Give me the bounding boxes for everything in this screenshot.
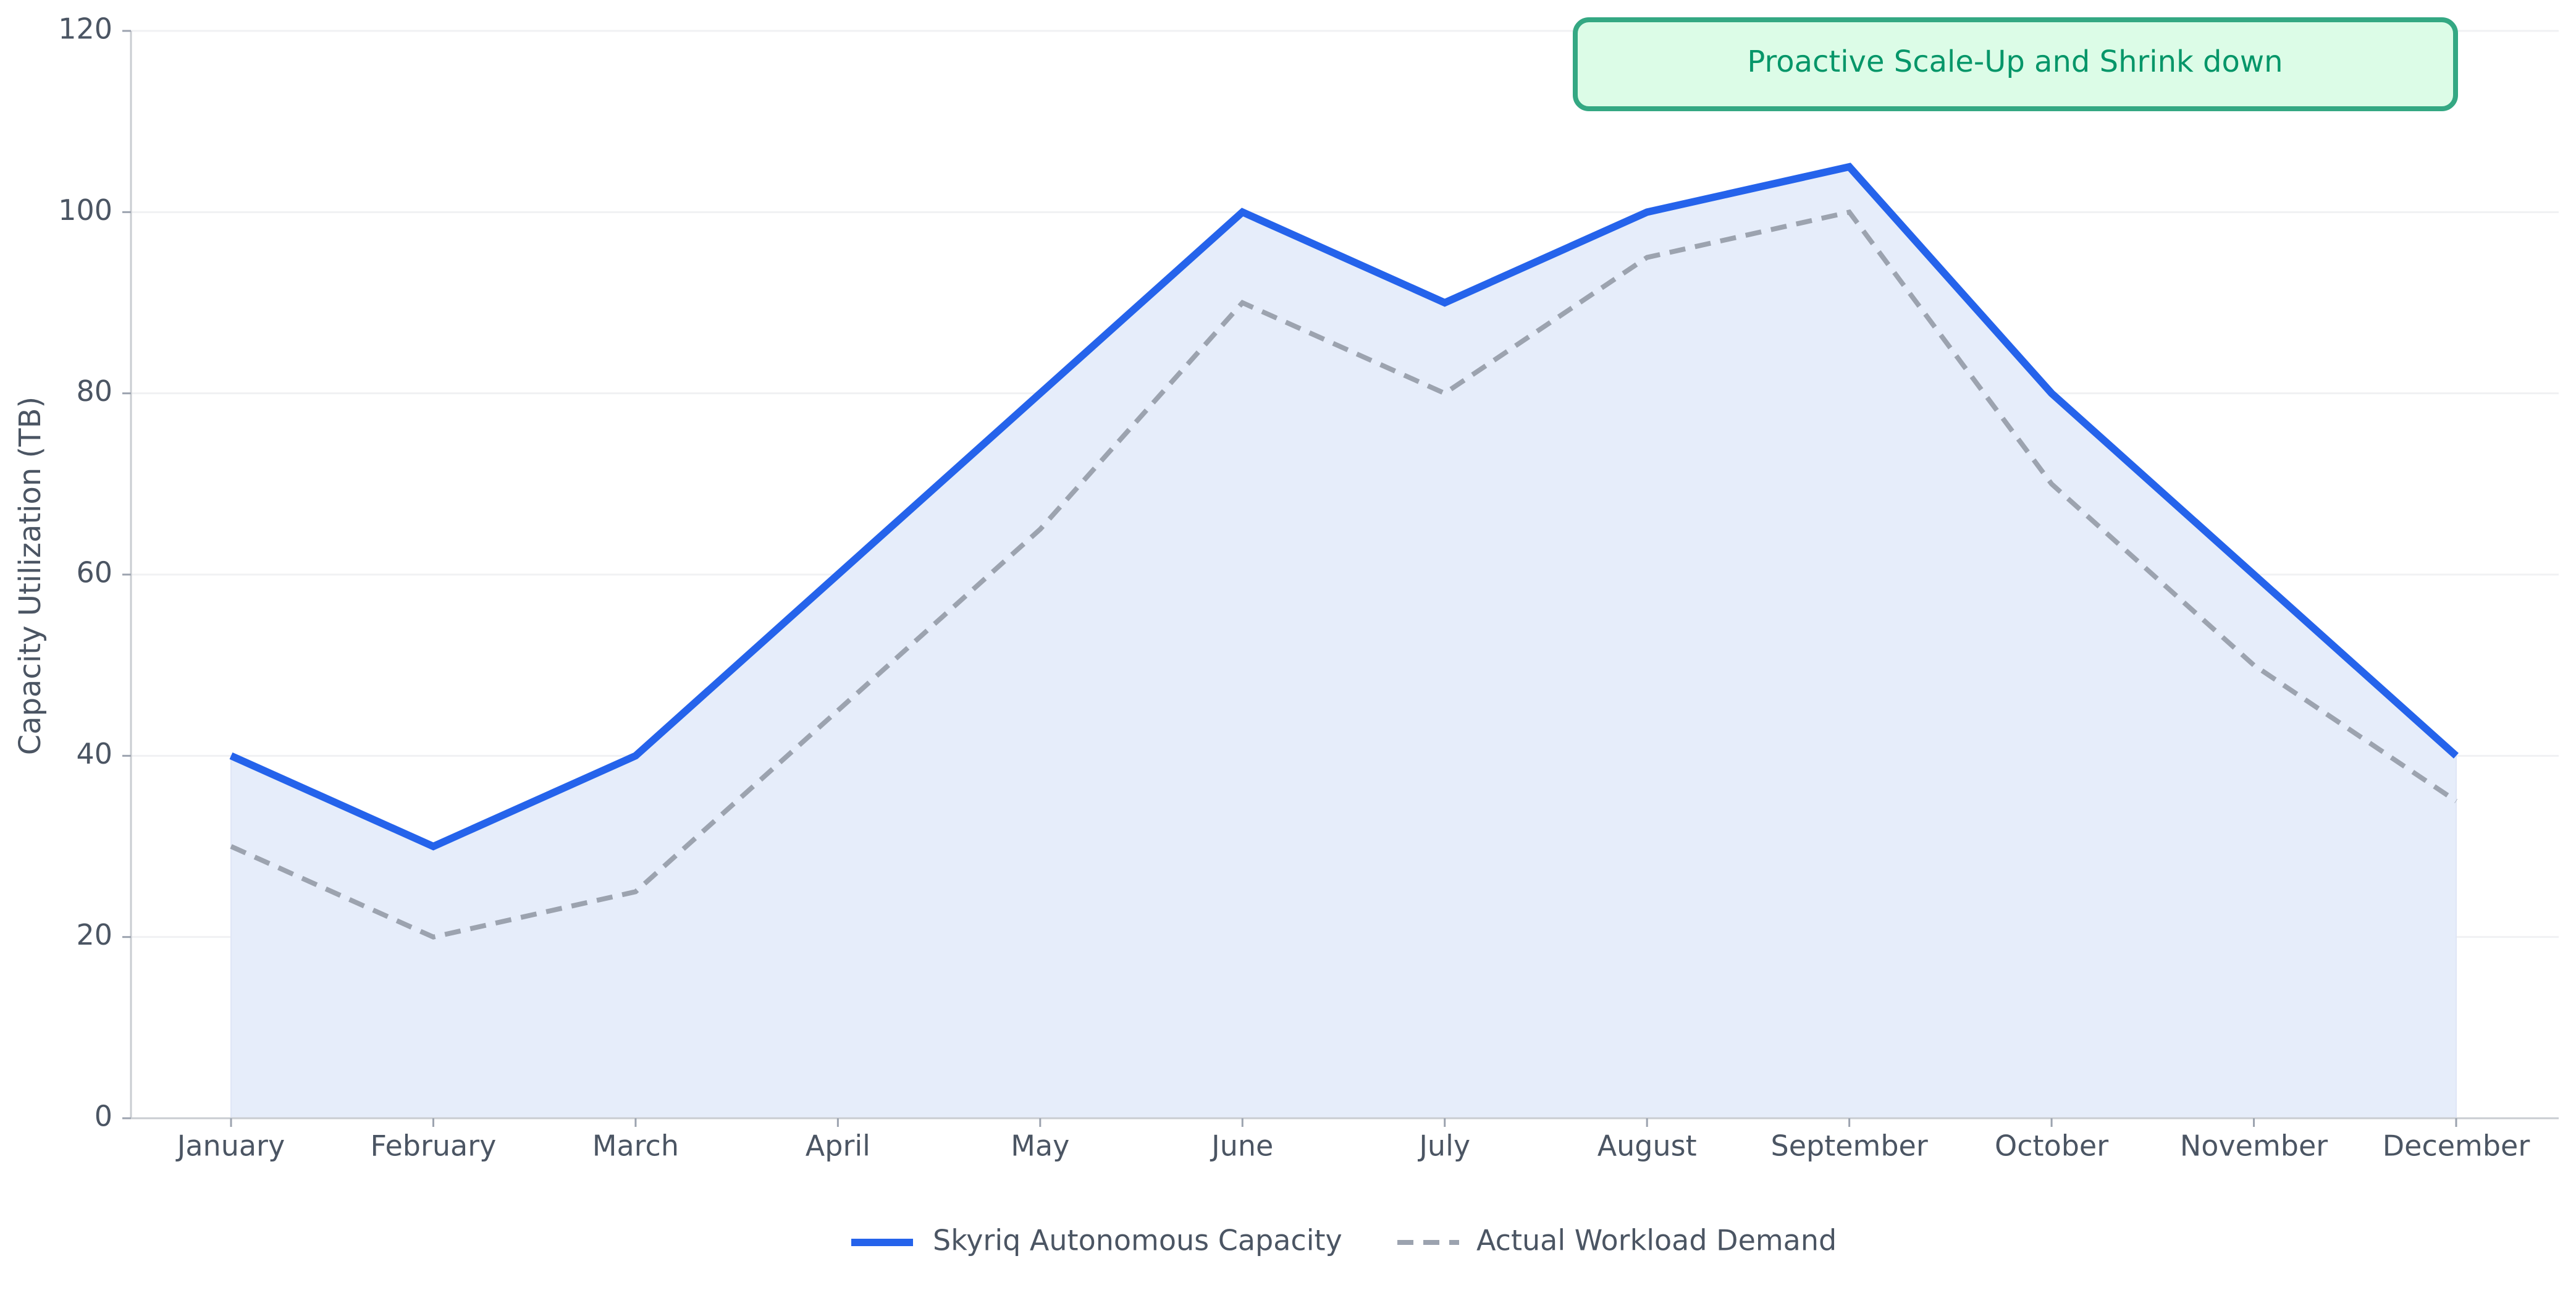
demand-point [1646, 256, 1648, 259]
x-tick-label: September [1771, 1129, 1928, 1163]
y-tick-label: 40 [76, 737, 112, 770]
y-tick-label: 80 [76, 374, 112, 408]
x-tick-label: June [1210, 1129, 1273, 1163]
capacity-area-fill [230, 166, 2457, 1119]
x-tick-label: August [1597, 1129, 1697, 1163]
y-tick-label: 0 [95, 1100, 112, 1133]
capacity-point [1241, 211, 1244, 213]
demand-point [836, 709, 839, 712]
demand-point [1444, 392, 1446, 395]
capacity-point [2050, 392, 2053, 395]
demand-point [634, 890, 637, 893]
annotation-box: Proactive Scale-Up and Shrink down [1573, 17, 2458, 111]
legend-label-actual-demand: Actual Workload Demand [1476, 1224, 1837, 1257]
series-layer [229, 162, 2459, 940]
x-tick-label: January [175, 1129, 285, 1163]
legend-label-skyriq-capacity: Skyriq Autonomous Capacity [933, 1224, 1342, 1257]
x-tick-label: October [1995, 1129, 2108, 1163]
x-tick-label: December [2383, 1129, 2530, 1163]
capacity-point [1646, 211, 1648, 213]
demand-point [2050, 483, 2053, 485]
demand-point [2455, 800, 2457, 803]
demand-point [1039, 528, 1042, 531]
tick-layer: 0 20 40 60 80 100 120 January February March April… [58, 12, 2530, 1163]
annotation-text: Proactive Scale-Up and Shrink down [1747, 44, 2283, 79]
x-tick-label: March [592, 1129, 679, 1163]
capacity-point [432, 845, 434, 848]
capacity-point [230, 754, 232, 757]
x-tick-label: May [1011, 1129, 1069, 1163]
legend: Skyriq Autonomous Capacity Actual Worklo… [851, 1224, 1837, 1257]
capacity-point [2253, 573, 2255, 576]
capacity-point [634, 754, 637, 757]
y-tick-label: 60 [76, 556, 112, 589]
series-line-actual-demand [230, 209, 2458, 940]
capacity-point [1444, 301, 1446, 304]
capacity-point [1039, 392, 1042, 395]
demand-point [2253, 664, 2255, 667]
series-line-skyriq-capacity [229, 162, 2459, 851]
y-tick-label: 20 [76, 918, 112, 951]
demand-point [1848, 211, 1851, 213]
x-tick-label: November [2180, 1129, 2328, 1163]
y-axis-label: Capacity Utilization (TB) [13, 397, 48, 756]
capacity-point [1848, 166, 1851, 168]
x-tick-label: April [806, 1129, 870, 1163]
capacity-point [2455, 754, 2457, 757]
annotation-box-frame [1573, 17, 2458, 111]
fill-layer [230, 166, 2457, 1119]
x-tick-label: February [371, 1129, 497, 1163]
demand-point [1241, 301, 1244, 304]
demand-point [432, 936, 434, 938]
y-tick-label: 120 [58, 12, 112, 46]
demand-point [230, 845, 232, 848]
y-tick-label: 100 [58, 193, 112, 227]
x-tick-label: July [1417, 1129, 1470, 1163]
capacity-point [836, 573, 839, 576]
